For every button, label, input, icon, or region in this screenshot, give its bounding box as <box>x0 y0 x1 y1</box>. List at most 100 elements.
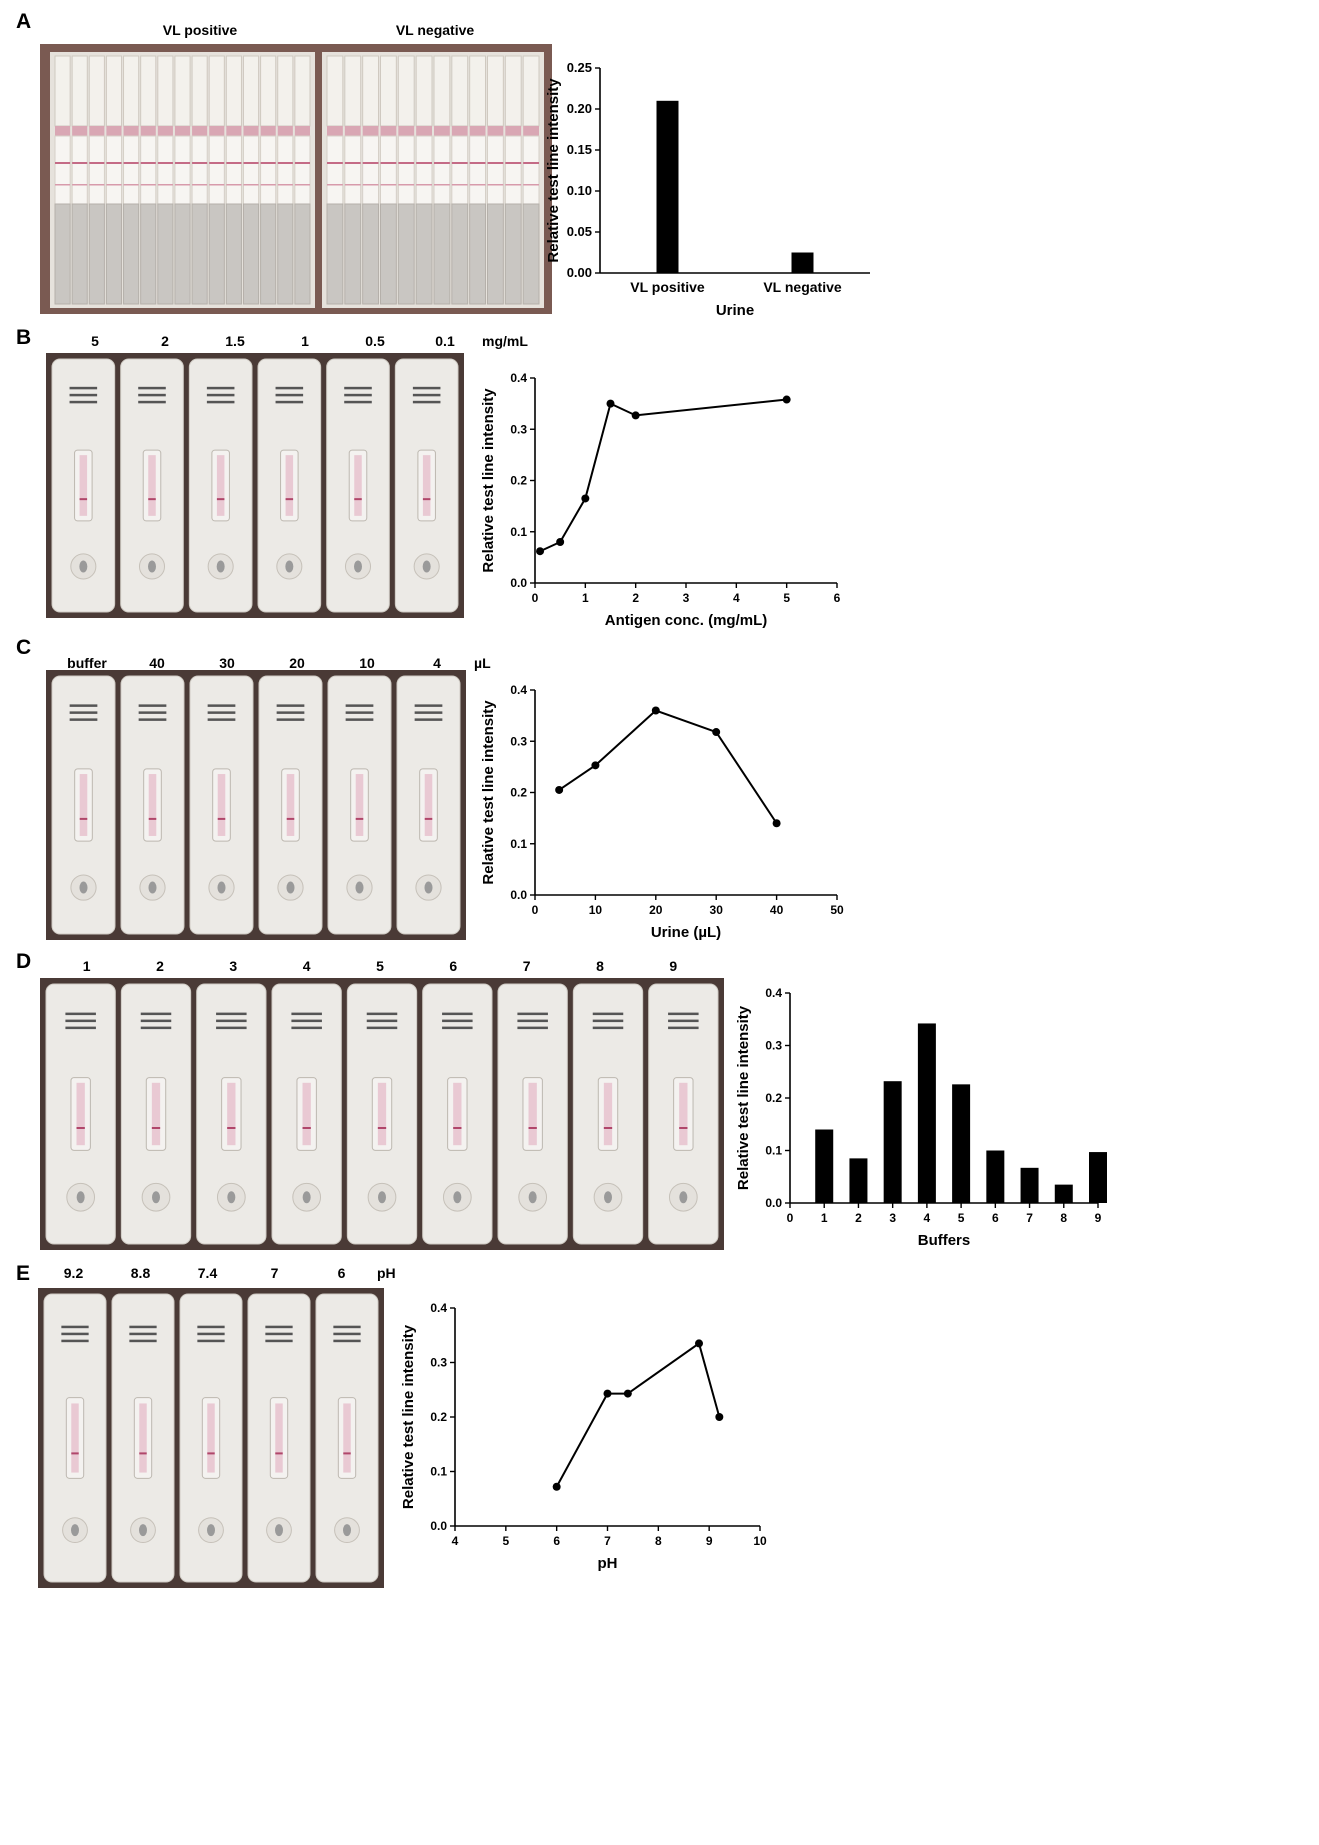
cassette-grip-line <box>140 1026 172 1030</box>
cassette-grip-line <box>592 1019 624 1023</box>
cassette <box>257 358 322 613</box>
test-line <box>151 1127 161 1129</box>
test-strip <box>422 455 431 516</box>
cassette <box>188 358 253 613</box>
strip-membrane <box>191 135 208 205</box>
sample-hole <box>302 1191 311 1204</box>
strip-test-line <box>72 184 88 186</box>
cassette-label: 2 <box>161 333 169 349</box>
strip-test-line <box>380 184 397 186</box>
cassette-grip-line <box>140 1019 172 1023</box>
strip-test-line <box>89 184 105 186</box>
bar <box>883 1081 902 1203</box>
unit-label: pH <box>377 1265 396 1281</box>
cassette <box>346 983 418 1245</box>
strip-test-line <box>55 184 71 186</box>
strip-membrane <box>294 135 311 205</box>
x-tick-label: 10 <box>589 903 603 917</box>
cassette-grip-line <box>61 1339 89 1343</box>
sample-hole <box>285 560 294 573</box>
strip-conjugate-pad <box>209 126 225 136</box>
cassette-grip-line <box>344 386 372 390</box>
strip-conjugate-pad <box>487 126 504 136</box>
cassette-grip-line <box>414 704 443 707</box>
strip-membrane <box>380 135 397 205</box>
test-line <box>148 498 156 501</box>
cassette-grip-line <box>69 704 98 707</box>
cassette-grip-line <box>517 1019 548 1023</box>
strip-conjugate-pad <box>327 126 343 136</box>
sample-hole <box>453 1191 462 1204</box>
chart-panel-c: 0.0 0.1 0.2 0.3 0.4 0 10 20 30 40 50 Urine (µL) Rela… <box>480 683 844 941</box>
cassette-grip-line <box>412 400 441 404</box>
sample-hole <box>207 1524 215 1537</box>
bar <box>849 1158 868 1203</box>
x-tick-label: 7 <box>1026 1211 1033 1225</box>
cassette <box>394 358 459 613</box>
strip-conjugate-pad <box>380 126 397 136</box>
cassette <box>111 1293 175 1583</box>
bar <box>1020 1167 1039 1203</box>
strip-conjugate-pad <box>226 126 242 136</box>
strip-test-line <box>226 184 242 186</box>
cassette-grip-line <box>276 704 305 707</box>
strip-test-line <box>523 184 539 186</box>
cassette-label: 7 <box>270 1265 279 1281</box>
strip-control-line <box>209 162 225 164</box>
cassette-label: 20 <box>289 655 305 671</box>
test-strip <box>302 1082 311 1146</box>
cassette-label: 1.5 <box>225 333 245 349</box>
strip-sample-pad <box>344 203 362 305</box>
cassette-label: 6 <box>337 1265 346 1281</box>
strip-label-area <box>174 55 191 127</box>
x-tick-label: 3 <box>683 591 690 605</box>
cassette-grip-line <box>138 711 167 714</box>
strip-conjugate-pad <box>451 126 468 136</box>
data-point <box>772 819 781 828</box>
cassette <box>497 983 568 1245</box>
cassette-grip-line <box>69 718 98 721</box>
strip-control-line <box>505 162 522 164</box>
x-tick-label: 6 <box>834 591 841 605</box>
strip-sample-pad <box>326 203 344 305</box>
strip-test-line <box>505 184 522 186</box>
series-line <box>539 398 787 553</box>
strip-membrane <box>123 135 140 205</box>
data-point <box>631 411 640 420</box>
test-strip <box>528 1082 537 1146</box>
test-strip <box>286 774 295 836</box>
strip-conjugate-pad <box>260 126 276 136</box>
strip-control-line <box>398 162 415 164</box>
strip-label-area <box>105 55 123 127</box>
cassette-grip-line <box>265 1332 293 1336</box>
strip-label-area <box>140 55 157 127</box>
strip-conjugate-pad <box>123 126 139 136</box>
strip-sample-pad <box>88 203 105 305</box>
strip-label-area <box>326 55 344 127</box>
cassette-label: 8 <box>596 958 604 974</box>
data-point <box>555 785 564 794</box>
group-label-vl-positive: VL positive <box>162 22 238 38</box>
cassette-grip-line <box>216 1012 247 1016</box>
cassette <box>120 358 184 613</box>
chart-panel-e: 0.0 0.1 0.2 0.3 0.4 4 5 6 7 8 9 10 pH Relative test l… <box>400 1301 767 1572</box>
cassettes-photo-e <box>38 1288 384 1588</box>
cassette-grip-line <box>140 1012 172 1016</box>
strip-label-area <box>123 55 140 127</box>
bar <box>952 1084 971 1203</box>
cassette <box>247 1293 311 1583</box>
cassette <box>422 983 493 1245</box>
test-strip <box>139 1403 147 1473</box>
strip-membrane <box>88 135 105 205</box>
cassette-grip-line <box>442 1012 473 1016</box>
sample-hole <box>71 1524 79 1537</box>
strip-membrane <box>208 135 225 205</box>
cassette-grip-line <box>442 1026 473 1030</box>
strip-sample-pad <box>469 203 486 305</box>
cassette-label: 3 <box>229 958 238 974</box>
x-tick-label: 2 <box>855 1211 862 1225</box>
series-line <box>555 1341 721 1488</box>
cassette-label: 1 <box>301 333 309 349</box>
strip-control-line <box>260 162 276 164</box>
cassette <box>648 983 719 1245</box>
